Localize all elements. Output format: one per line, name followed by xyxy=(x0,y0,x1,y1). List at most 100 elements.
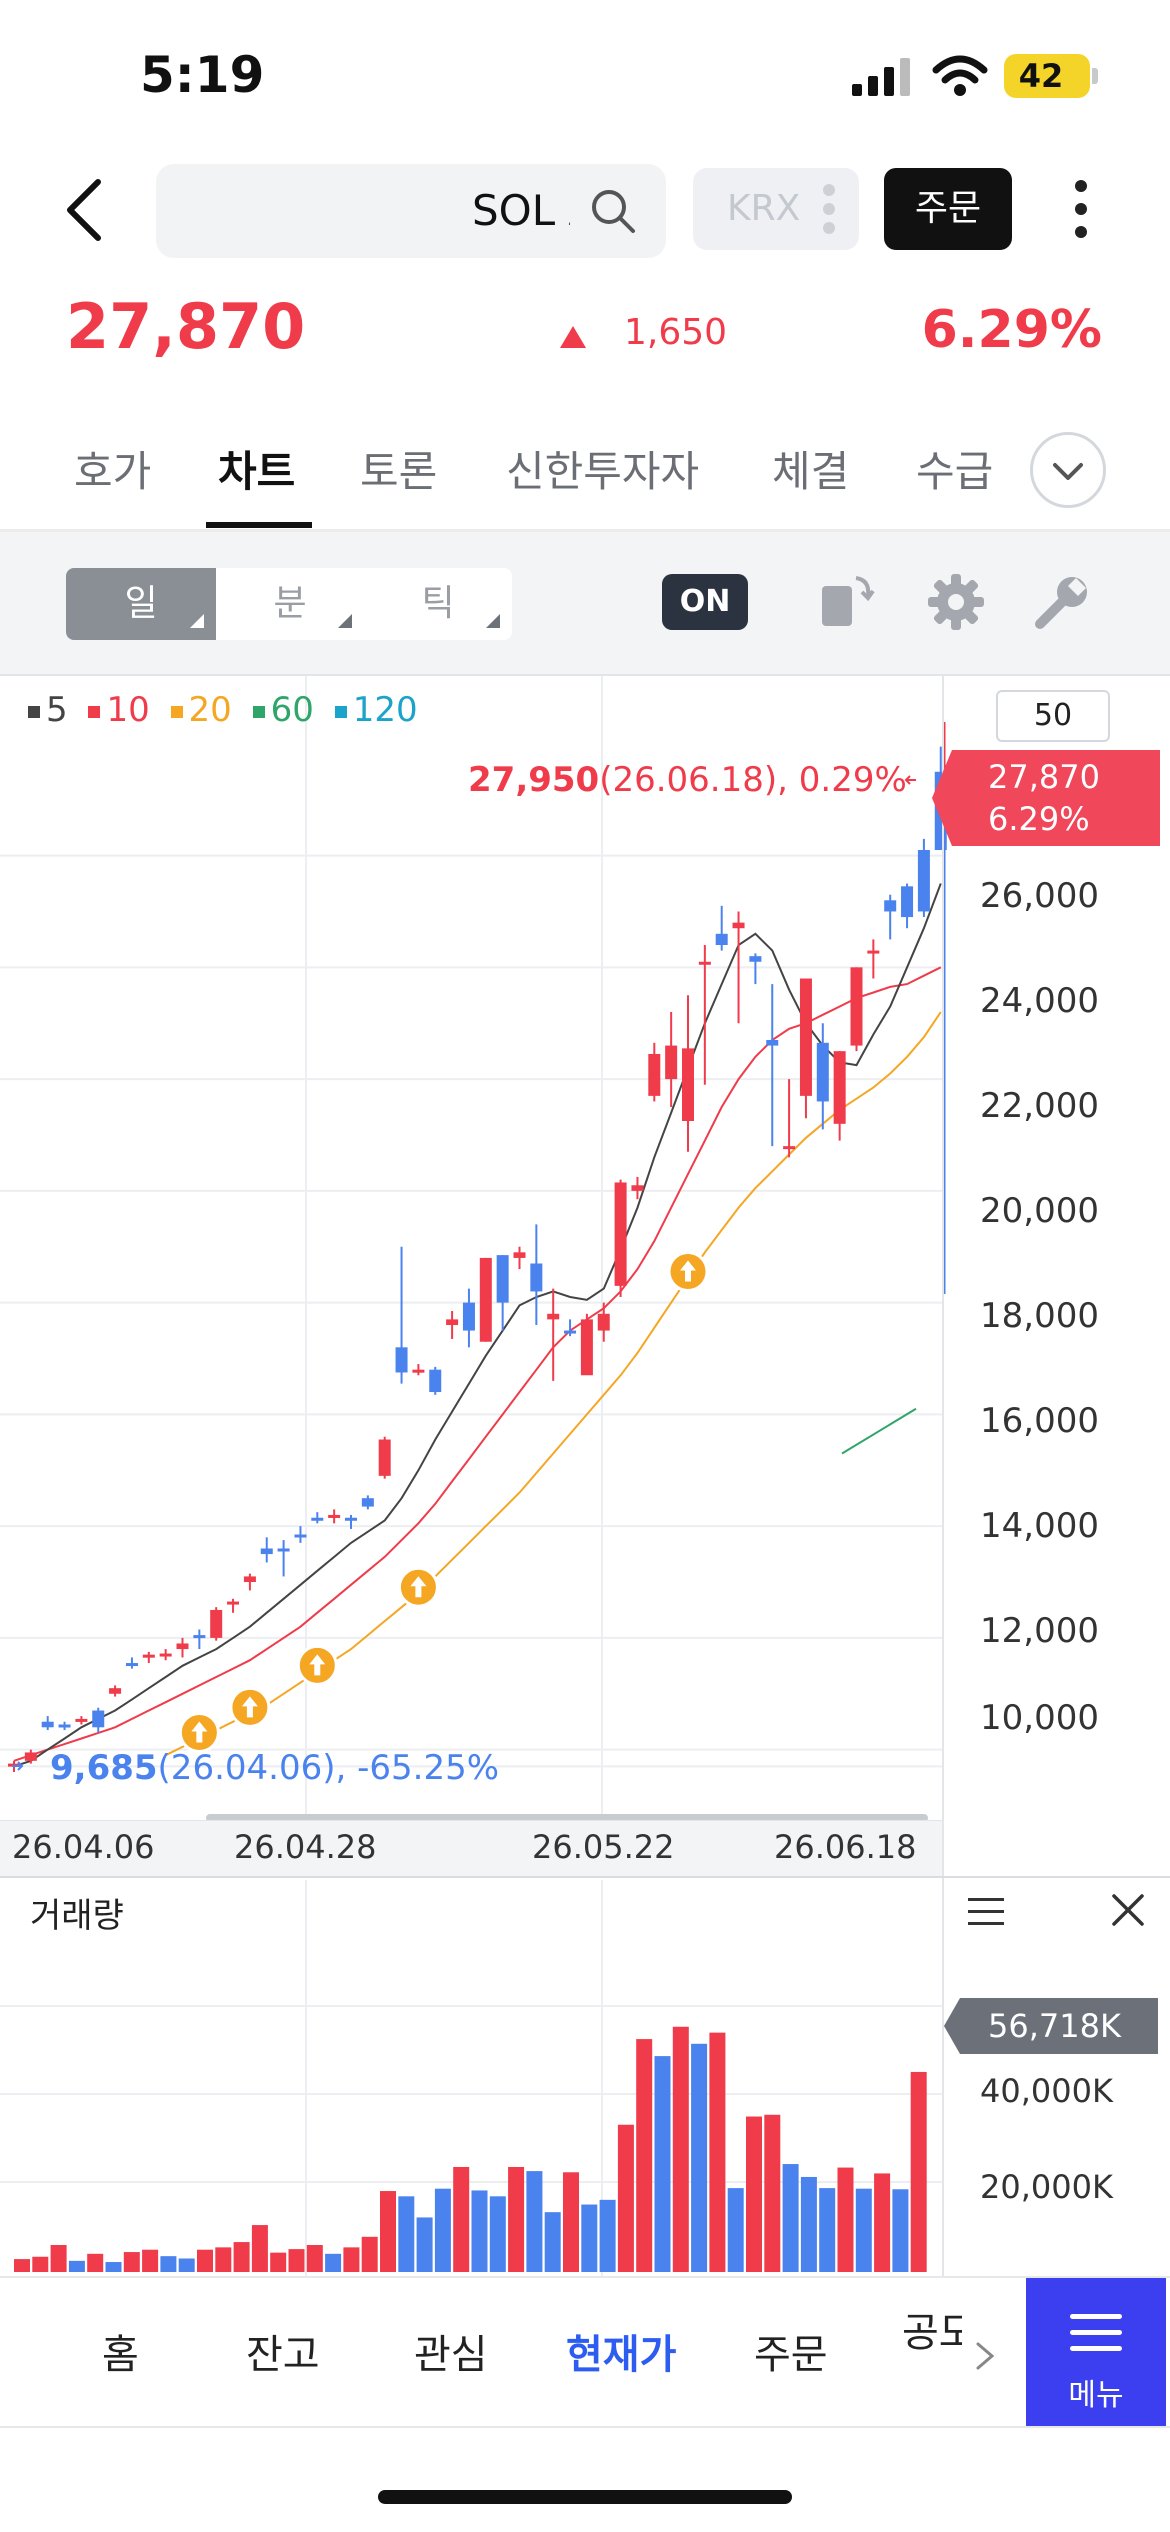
menu-label: 메뉴 xyxy=(1068,2378,1124,2413)
candle-body xyxy=(496,1255,509,1303)
nav-home[interactable]: 홈 xyxy=(102,2332,139,2378)
volume-bar xyxy=(160,2256,177,2272)
candle-body xyxy=(210,1609,223,1638)
y-tick-label: 16,000 xyxy=(980,1401,1099,1441)
candle-body xyxy=(429,1369,442,1393)
candle-body xyxy=(513,1252,526,1258)
change-percent: 6.29% xyxy=(921,300,1102,360)
volume-bar xyxy=(855,2188,872,2272)
bottom-navigation: 홈 잔고 관심 현재가 주문 공도 xyxy=(0,2276,1170,2428)
candle-body xyxy=(142,1654,155,1658)
nav-balance[interactable]: 잔고 xyxy=(246,2332,320,2378)
tab-supply[interactable]: 수급 xyxy=(916,447,994,496)
candle-body xyxy=(75,1718,88,1722)
volume-bar xyxy=(544,2212,561,2272)
volume-bar xyxy=(178,2258,195,2272)
ma-legend: 5 10 20 60 120 xyxy=(28,690,428,730)
candle-body xyxy=(816,1042,829,1102)
candle-body xyxy=(328,1514,341,1518)
nav-order[interactable]: 주문 xyxy=(754,2332,828,2378)
tab-trades[interactable]: 체결 xyxy=(772,447,850,496)
nav-current-price[interactable]: 현재가 xyxy=(566,2332,677,2378)
price-chart[interactable] xyxy=(0,676,1170,2276)
up-triangle-icon xyxy=(560,326,586,348)
candle-body xyxy=(378,1439,391,1476)
candle-body xyxy=(547,1313,560,1320)
menu-button[interactable]: 메뉴 xyxy=(1026,2278,1166,2426)
volume-bar xyxy=(599,2199,616,2272)
volume-bar xyxy=(380,2191,396,2272)
hamburger-icon xyxy=(1070,2314,1122,2319)
wrench-icon[interactable] xyxy=(1032,572,1092,632)
rotate-icon[interactable] xyxy=(816,572,876,632)
y-tick-label: 10,000 xyxy=(980,1698,1099,1738)
chart-scrollbar[interactable] xyxy=(206,1814,928,1822)
candle-body xyxy=(479,1257,492,1342)
gear-icon[interactable] xyxy=(926,572,986,632)
ma10-line xyxy=(13,966,942,1762)
nav-partial-item[interactable]: 공도 xyxy=(902,2310,962,2356)
volume-bar xyxy=(617,2124,634,2272)
volume-bar xyxy=(398,2196,415,2272)
high-detail: (26.06.18), 0.29% xyxy=(599,760,907,800)
candle-body xyxy=(530,1263,543,1292)
tab-shinhan-investor[interactable]: 신한투자자 xyxy=(506,447,700,496)
order-button[interactable]: 주문 xyxy=(884,168,1012,250)
volume-bar xyxy=(819,2188,836,2272)
tab-discussion[interactable]: 토론 xyxy=(360,447,438,496)
back-arrow-icon[interactable] xyxy=(60,178,110,242)
volume-bar xyxy=(434,2188,451,2272)
search-input[interactable]: SOL A xyxy=(156,164,666,258)
y-tick-label: 18,000 xyxy=(980,1296,1099,1336)
current-price: 27,870 xyxy=(66,290,306,363)
tag-price: 27,870 xyxy=(988,758,1100,796)
candle-body xyxy=(412,1369,425,1373)
period-count-input[interactable]: 50 xyxy=(996,690,1110,742)
y-tick-label: 24,000 xyxy=(980,981,1099,1021)
candle-body xyxy=(109,1688,122,1694)
legend-ma60: 60 xyxy=(252,690,314,730)
candle-body xyxy=(749,956,762,962)
candle-body xyxy=(631,1185,644,1191)
tag-percent: 6.29% xyxy=(988,800,1090,838)
exchange-selector[interactable]: KRX xyxy=(693,168,859,250)
volume-bar xyxy=(874,2173,891,2272)
up-arrow-icon xyxy=(241,1696,258,1718)
volume-bar xyxy=(215,2247,232,2272)
menu-lines-icon[interactable] xyxy=(968,1896,1004,1928)
up-arrow-icon xyxy=(410,1576,427,1598)
home-indicator xyxy=(378,2490,792,2504)
cellular-signal-icon xyxy=(852,58,910,96)
candle-body xyxy=(580,1319,593,1376)
volume-bar xyxy=(197,2249,213,2272)
candle-body xyxy=(614,1182,627,1286)
chevron-right-icon[interactable] xyxy=(970,2336,1000,2376)
period-day[interactable]: 일 xyxy=(66,568,216,640)
low-detail: (26.04.06), -65.25% xyxy=(157,1748,500,1788)
candle-body xyxy=(901,886,914,918)
candle-body xyxy=(462,1302,475,1331)
chart-on-toggle[interactable]: ON xyxy=(662,574,748,630)
close-icon[interactable] xyxy=(1110,1892,1146,1928)
period-tick[interactable]: 틱 xyxy=(364,568,512,640)
x-axis xyxy=(0,1820,942,1876)
tab-expand-button[interactable] xyxy=(1030,432,1106,508)
tab-hoga[interactable]: 호가 xyxy=(74,447,152,496)
y-tick-label: 20,000 xyxy=(980,1191,1099,1231)
search-icon[interactable] xyxy=(590,188,636,234)
volume-bar xyxy=(251,2225,268,2272)
active-tab-indicator xyxy=(206,522,312,528)
candle-body xyxy=(766,1039,779,1046)
more-options-icon[interactable] xyxy=(1066,180,1096,240)
high-pointer-icon xyxy=(904,775,916,785)
x-tick-label: 26.04.28 xyxy=(234,1828,377,1866)
axis-divider xyxy=(942,676,944,2276)
ma60-line xyxy=(841,1407,917,1455)
candle-body xyxy=(665,1045,678,1080)
y-tick-label: 12,000 xyxy=(980,1611,1099,1651)
tab-chart[interactable]: 차트 xyxy=(218,447,296,496)
high-value: 27,950 xyxy=(468,760,600,800)
nav-watchlist[interactable]: 관심 xyxy=(414,2332,488,2378)
period-minute[interactable]: 분 xyxy=(216,568,364,640)
candle-body xyxy=(850,967,863,1046)
